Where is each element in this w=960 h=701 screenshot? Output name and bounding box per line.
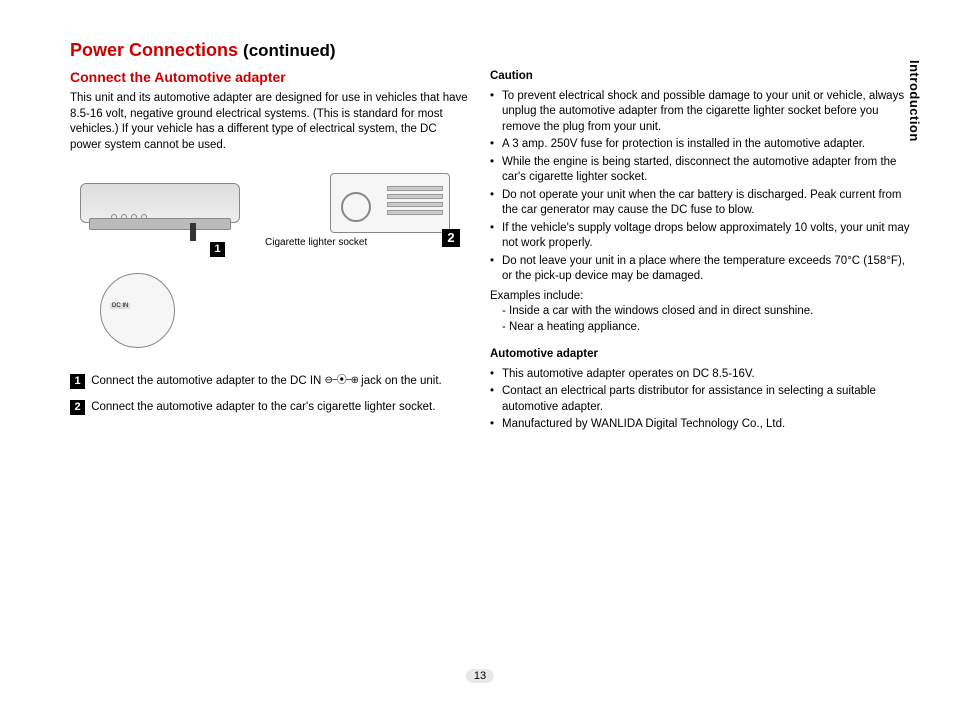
steering-wheel-icon xyxy=(341,192,371,222)
dc-jack-icon: ⊖−⦿−⊕ xyxy=(325,374,358,388)
steps-list: 1 Connect the automotive adapter to the … xyxy=(70,373,470,415)
callout-2-number: 2 xyxy=(442,229,460,247)
port-icon xyxy=(131,214,137,220)
device-illustration xyxy=(80,183,240,223)
examples-label: Examples include: xyxy=(490,290,583,302)
intro-paragraph: This unit and its automotive adapter are… xyxy=(70,91,470,153)
dash-slots xyxy=(387,186,443,218)
adapter-bullet: This automotive adapter operates on DC 8… xyxy=(490,367,910,383)
step-2: 2 Connect the automotive adapter to the … xyxy=(70,399,470,415)
adapter-bullet: Manufactured by WANLIDA Digital Technolo… xyxy=(490,417,910,433)
callout-1-number: 1 xyxy=(210,242,225,257)
port-icon xyxy=(111,214,117,220)
caution-bullet: Do not operate your unit when the car ba… xyxy=(490,188,910,219)
socket-label: Cigarette lighter socket xyxy=(265,237,367,248)
dash-slot-icon xyxy=(387,194,443,199)
step-1-text-a: Connect the automotive adapter to the DC… xyxy=(91,375,324,387)
step-1-number: 1 xyxy=(70,374,85,389)
diagram: 1 Cigarette lighter socket 2 DC IN xyxy=(70,163,470,353)
side-tab-introduction: Introduction xyxy=(907,60,922,142)
adapter-heading: Automotive adapter xyxy=(490,347,910,363)
content-columns: Connect the Automotive adapter This unit… xyxy=(70,69,910,435)
page-title: Power Connections (continued) xyxy=(70,40,910,61)
caution-heading: Caution xyxy=(490,69,910,85)
adapter-bullet: Contact an electrical parts distributor … xyxy=(490,384,910,415)
connect-subheading: Connect the Automotive adapter xyxy=(70,69,470,85)
plug-icon xyxy=(190,223,196,241)
step-1-text-b: jack on the unit. xyxy=(361,375,442,387)
port-icon xyxy=(121,214,127,220)
page-number: 13 xyxy=(466,669,494,683)
adapter-bullets: This automotive adapter operates on DC 8… xyxy=(490,367,910,433)
port-icon xyxy=(141,214,147,220)
caution-bullet: Do not leave your unit in a place where … xyxy=(490,254,910,285)
dc-in-label: DC IN xyxy=(110,303,130,309)
caution-bullet: While the engine is being started, disco… xyxy=(490,155,910,186)
caution-bullet: If the vehicle's supply voltage drops be… xyxy=(490,221,910,252)
right-column: Caution To prevent electrical shock and … xyxy=(490,69,910,435)
dash-slot-icon xyxy=(387,210,443,215)
caution-bullets: To prevent electrical shock and possible… xyxy=(490,89,910,285)
dash-slot-icon xyxy=(387,186,443,191)
example-line: - Inside a car with the windows closed a… xyxy=(490,304,910,320)
car-dashboard-illustration xyxy=(330,173,450,233)
callout-2: 2 xyxy=(442,229,463,247)
title-continued: (continued) xyxy=(243,41,336,60)
examples-block: Examples include: - Inside a car with th… xyxy=(490,289,910,336)
adapter-zoom-circle xyxy=(100,273,175,348)
step-2-text: Connect the automotive adapter to the ca… xyxy=(91,401,435,413)
step-1: 1 Connect the automotive adapter to the … xyxy=(70,373,470,389)
title-text: Power Connections xyxy=(70,40,238,60)
caution-bullet: To prevent electrical shock and possible… xyxy=(490,89,910,136)
dash-slot-icon xyxy=(387,202,443,207)
left-column: Connect the Automotive adapter This unit… xyxy=(70,69,470,435)
step-2-number: 2 xyxy=(70,400,85,415)
device-ports xyxy=(111,214,147,220)
example-line: - Near a heating appliance. xyxy=(490,320,910,336)
callout-1: 1 xyxy=(210,241,228,259)
caution-bullet: A 3 amp. 250V fuse for protection is ins… xyxy=(490,137,910,153)
